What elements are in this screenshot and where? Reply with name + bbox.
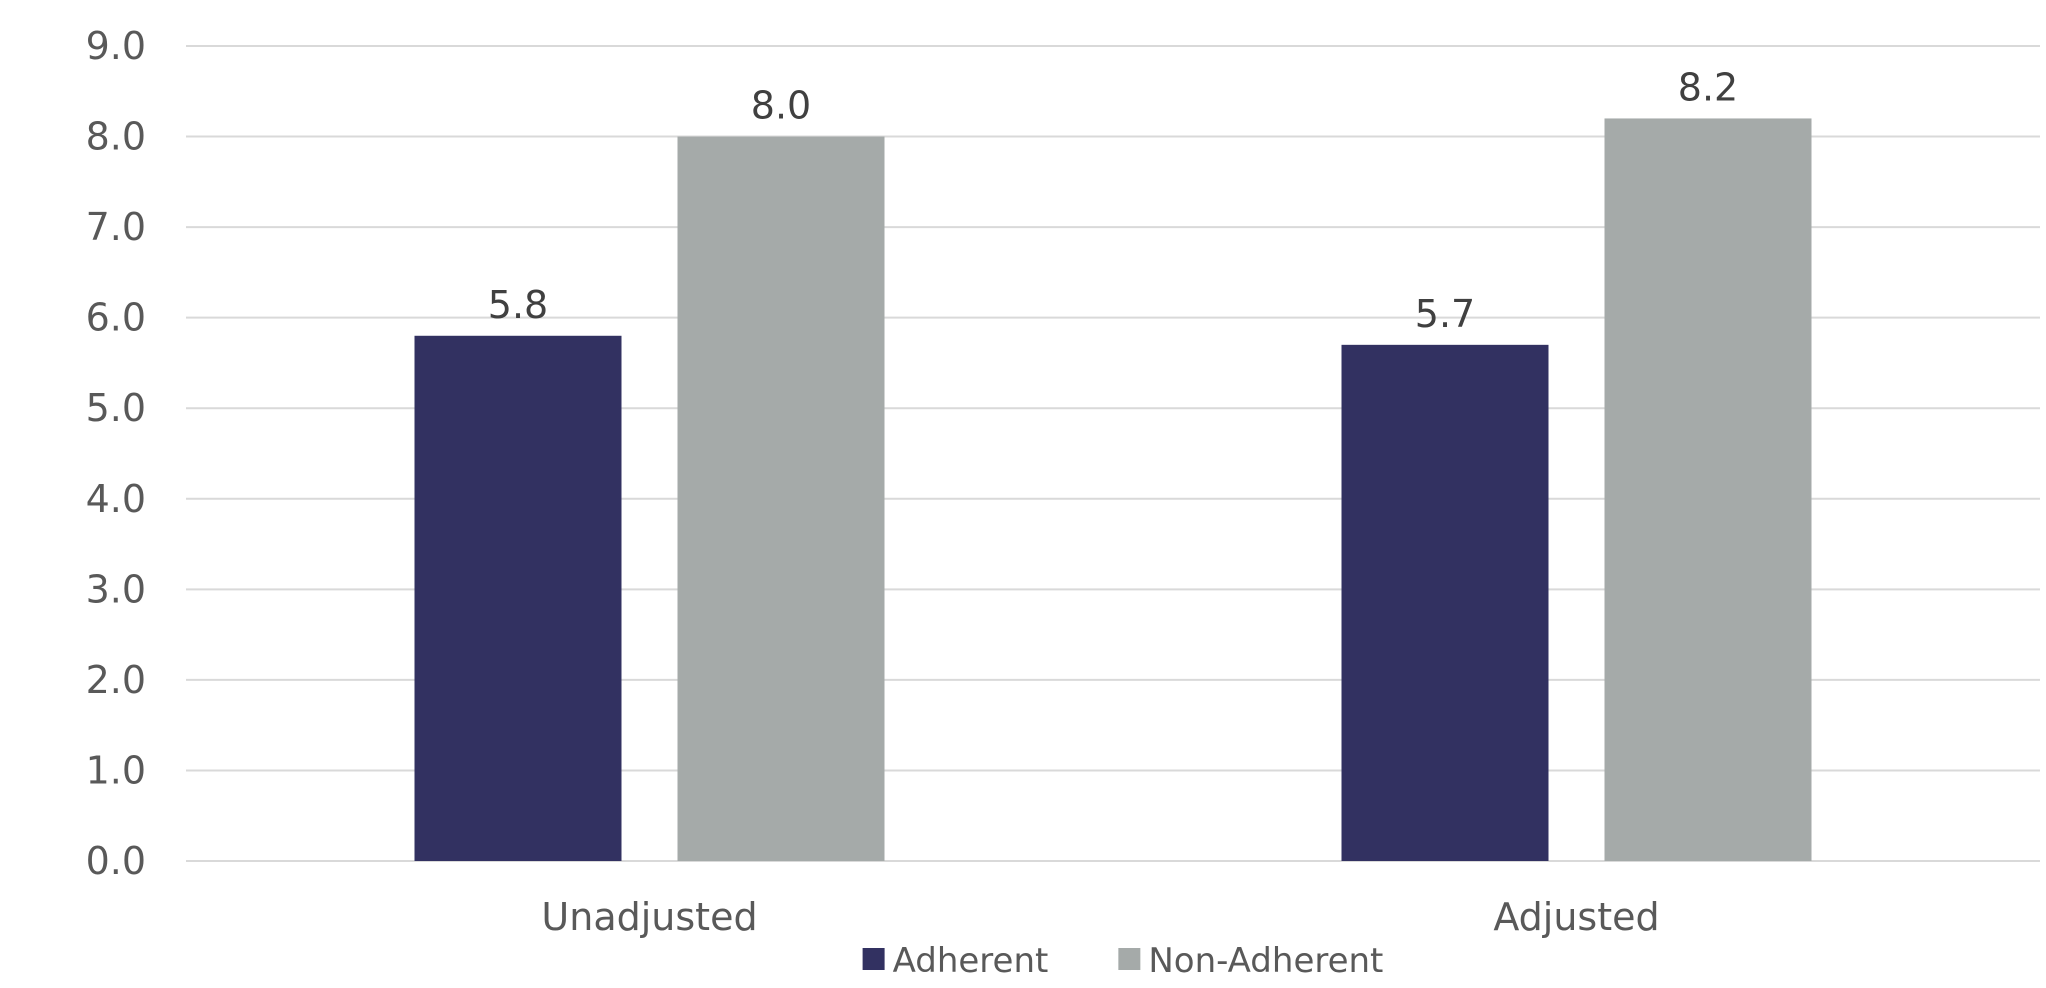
bar-adherent-unadjusted <box>414 335 622 861</box>
y-tick-label: 9.0 <box>86 24 146 68</box>
data-labels: 5.8 8.0 5.7 8.2 <box>488 65 1738 335</box>
x-axis-categories: Unadjusted Adjusted <box>541 895 1659 939</box>
y-tick-label: 3.0 <box>86 567 146 611</box>
x-category-label: Adjusted <box>1493 895 1659 939</box>
legend: Adherent Non-Adherent <box>862 941 1383 981</box>
y-tick-label: 8.0 <box>86 115 146 159</box>
data-label: 8.0 <box>751 84 811 128</box>
data-label: 5.8 <box>488 283 548 327</box>
legend-swatch <box>1118 948 1141 970</box>
data-label: 8.2 <box>1678 65 1738 109</box>
y-tick-label: 6.0 <box>86 296 146 340</box>
bar-adherent-adjusted <box>1341 344 1549 861</box>
y-tick-label: 4.0 <box>86 477 146 521</box>
y-tick-label: 5.0 <box>86 386 146 430</box>
y-axis-ticks: 0.0 1.0 2.0 3.0 4.0 5.0 6.0 7.0 8.0 9.0 <box>86 24 146 883</box>
y-tick-label: 1.0 <box>86 748 146 792</box>
legend-label: Adherent <box>893 941 1049 981</box>
bar-non-adherent-unadjusted <box>677 136 885 862</box>
y-tick-label: 7.0 <box>86 205 146 249</box>
x-category-label: Unadjusted <box>541 895 757 939</box>
legend-label: Non-Adherent <box>1148 941 1383 981</box>
bar-non-adherent-adjusted <box>1604 118 1812 861</box>
data-label: 5.7 <box>1415 292 1475 336</box>
y-tick-label: 0.0 <box>86 839 146 883</box>
bars <box>414 118 1812 862</box>
legend-swatch <box>862 948 885 970</box>
y-tick-label: 2.0 <box>86 658 146 702</box>
